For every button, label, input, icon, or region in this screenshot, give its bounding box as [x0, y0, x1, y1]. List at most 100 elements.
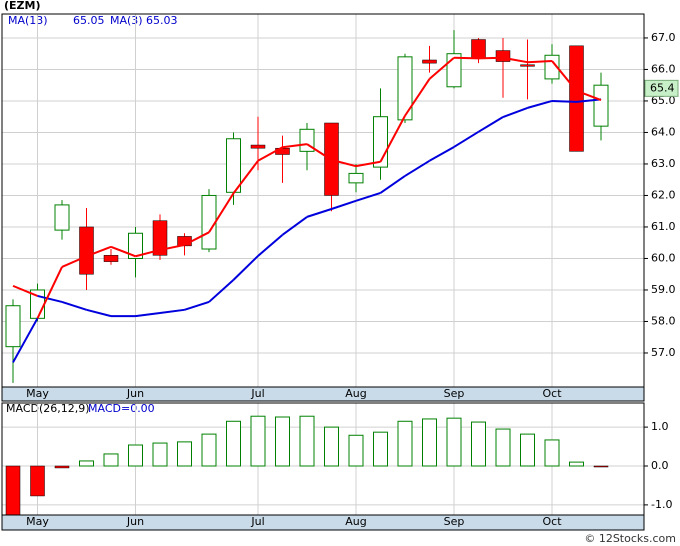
macd-bar [54, 465, 70, 469]
ma-line [576, 89, 602, 101]
ma-line [551, 60, 578, 92]
ma-line [379, 175, 406, 194]
ma-line [379, 115, 406, 163]
candle-body [373, 116, 388, 168]
macd-bar [569, 461, 584, 467]
ma-line [159, 243, 185, 251]
macd-bar [593, 465, 609, 468]
panel-border [1, 402, 645, 516]
y-tick-label: 59.0 [651, 283, 676, 296]
macd-bar [373, 431, 388, 467]
x-tick-label: Oct [542, 387, 562, 400]
ma-line [184, 300, 210, 311]
ma-line [355, 191, 381, 202]
ma-line [135, 311, 161, 318]
ma-line [208, 279, 235, 303]
ma-line [306, 143, 333, 161]
x-tick-label: Jul [250, 515, 264, 528]
y-tick-label: 58.0 [651, 314, 676, 327]
macd-bar [544, 439, 560, 467]
macd-bar [275, 416, 290, 467]
macd-bar [495, 428, 511, 467]
x-tick-label: May [26, 387, 49, 400]
ma-line [355, 160, 381, 168]
y-tick-label: 64.0 [651, 125, 676, 138]
x-tick-label: Jun [126, 387, 144, 400]
macd-bar [422, 418, 437, 467]
macd-bar [201, 433, 217, 467]
ma-line [257, 146, 283, 162]
macd-bar [471, 421, 486, 467]
ma-line [159, 308, 185, 314]
macd-title: MACD(26,12,9) [6, 402, 90, 415]
candle-body [103, 255, 119, 262]
macd-bar [30, 465, 45, 497]
ma-line [86, 308, 112, 318]
ma-line [576, 98, 602, 103]
ma-line [257, 234, 284, 257]
ma-line [404, 78, 431, 117]
x-tick-label: Jul [250, 387, 264, 400]
y-tick-label: 0.0 [651, 459, 669, 472]
macd-bar [103, 453, 119, 467]
footer: © 12Stocks.com [584, 532, 676, 545]
macd-bar [348, 434, 364, 467]
x-tick-label: Aug [345, 515, 366, 528]
macd-bar [446, 417, 462, 467]
macd-bar [226, 420, 241, 467]
x-tick-label: May [26, 515, 49, 528]
macd-bar [128, 444, 143, 467]
candle-body [250, 144, 266, 149]
macd-bar [324, 426, 339, 467]
ma-line [37, 294, 63, 303]
candle-body [397, 56, 413, 121]
y-tick-label: 61.0 [651, 220, 676, 233]
ma-line [502, 106, 528, 118]
candle-body [152, 220, 168, 256]
last-price-label: 65.4 [650, 81, 675, 94]
y-tick-label: 1.0 [651, 420, 669, 433]
y-tick-label: 60.0 [651, 251, 676, 264]
x-tick-label: Sep [444, 387, 465, 400]
ma-line [551, 99, 577, 103]
chart-title: (EZM) [4, 0, 41, 12]
macd-bar [79, 460, 94, 467]
candle-body [495, 50, 511, 62]
macd-bar [152, 442, 168, 467]
candle-body [54, 204, 70, 231]
candle-body [593, 84, 609, 127]
plot-area [2, 403, 644, 515]
ma-line [282, 143, 308, 149]
legend-value: 65.05 [73, 14, 105, 27]
ma-line [527, 59, 553, 64]
macd-bar [397, 420, 413, 467]
x-tick-label: Jun [126, 515, 144, 528]
macd-subtitle: MACD=0.00 [88, 402, 155, 415]
ma-line [36, 266, 63, 319]
x-tick-label: Oct [542, 515, 562, 528]
y-tick-label: 67.0 [651, 31, 676, 44]
plot-area [2, 14, 644, 387]
candle-body [569, 45, 584, 152]
macd-bar [299, 415, 315, 467]
macd-bar [520, 433, 535, 467]
candle-body [520, 64, 535, 67]
ma-line [502, 56, 528, 64]
ma-line [453, 130, 480, 148]
ma-line [527, 99, 553, 109]
y-tick-label: 65.0 [651, 94, 676, 107]
candle-body [5, 305, 21, 348]
y-tick-label: 66.0 [651, 62, 676, 75]
ma-line [232, 160, 259, 194]
ma-line [477, 116, 504, 133]
candle-body [226, 138, 241, 193]
ma-line [61, 255, 87, 268]
candle-body [348, 172, 364, 184]
ma-line [404, 159, 431, 177]
x-tick-label: Sep [444, 515, 465, 528]
y-tick-label: 62.0 [651, 188, 676, 201]
ma-line [281, 216, 308, 236]
ma-line [184, 231, 210, 246]
panel-border [1, 13, 645, 388]
candle-body [201, 194, 217, 250]
